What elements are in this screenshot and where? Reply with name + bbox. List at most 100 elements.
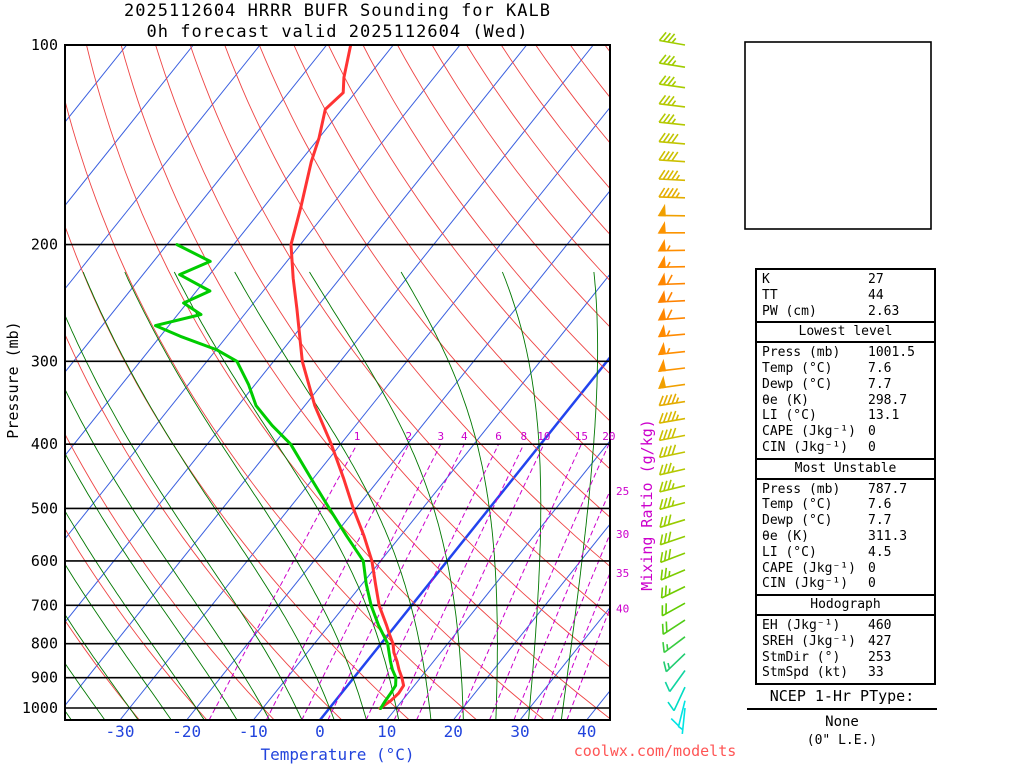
dry-adiabat-line: [431, 45, 610, 282]
wind-barb: [657, 221, 685, 234]
isotherm-line: [65, 45, 328, 373]
mixing-ratio-label: 6: [495, 430, 502, 443]
wind-barb: [659, 496, 686, 511]
wind-barb-feather: [666, 151, 675, 161]
wind-barb: [659, 531, 686, 546]
stat-label: CIN (Jkg⁻¹): [762, 439, 849, 455]
temperature-tick-label: 20: [444, 722, 463, 741]
stat-value: 0: [868, 560, 876, 576]
wind-barb: [657, 342, 686, 356]
dry-adiabat-line: [397, 45, 610, 328]
dry-adiabat-line: [500, 45, 610, 190]
stat-value: 7.6: [868, 360, 892, 376]
pressure-tick-label: 800: [31, 635, 58, 653]
stats-section-title: Most Unstable: [757, 457, 934, 480]
wind-barb-flag: [657, 290, 666, 303]
hodograph-frame: [744, 41, 932, 230]
wind-barb-feather: [662, 412, 668, 423]
wind-barb: [658, 75, 686, 89]
pressure-tick-label: 100: [31, 36, 58, 54]
stats-section-title: Hodograph: [757, 594, 934, 616]
mixing-ratio-line: [393, 443, 525, 720]
wind-barb-half: [671, 500, 675, 507]
mixing-ratio-label: 8: [520, 430, 527, 443]
wind-barb: [677, 707, 686, 734]
stat-label: K: [762, 272, 770, 287]
stat-label: StmSpd (kt): [762, 665, 849, 681]
temperature-tick-label: -30: [106, 722, 135, 741]
profile-traces: [154, 45, 406, 710]
mixing-ratio-line: [533, 532, 610, 720]
stat-label: TT: [762, 287, 778, 303]
wind-barb-feather: [662, 151, 670, 161]
stat-label: PW (cm): [762, 303, 817, 319]
temperature-tick-label: 0: [315, 722, 325, 741]
stat-value: 298.7: [868, 392, 908, 408]
wind-barb-feather: [662, 113, 671, 124]
wind-barb: [661, 619, 686, 635]
wind-barb-feather: [662, 642, 665, 653]
wind-barb-half: [671, 60, 677, 66]
mixing-ratio-line: [489, 443, 610, 720]
wind-barb-feather: [667, 411, 673, 422]
stat-value: 4.5: [868, 544, 892, 560]
stat-value: 253: [868, 649, 892, 665]
wind-barb-feather: [663, 550, 668, 562]
wind-barb-feather: [671, 393, 677, 404]
stat-label: CAPE (Jkg⁻¹): [762, 560, 856, 576]
stats-row: Temp (°C) 7.6: [757, 361, 934, 377]
wind-barb: [657, 255, 686, 269]
wind-barb-staff: [659, 518, 686, 529]
wind-barb-feather: [663, 497, 668, 509]
wind-barb-feather: [667, 514, 672, 525]
wind-barb-feather: [663, 480, 668, 492]
wind-barb: [658, 113, 686, 126]
isotherm-line: [386, 440, 610, 720]
wind-barb-feather: [667, 114, 675, 124]
stat-value: 427: [868, 633, 892, 649]
wind-barb-feather: [671, 410, 677, 422]
wind-barb-feather: [670, 718, 680, 727]
stat-value: 7.7: [868, 513, 892, 529]
wind-barb-flag: [657, 203, 666, 217]
stat-label: Press (mb): [762, 481, 841, 497]
dry-adiabat-line: [65, 333, 343, 720]
wind-barb: [658, 54, 686, 68]
wind-barb-feather: [664, 567, 668, 579]
wind-barb-flag: [657, 221, 666, 234]
wind-barb-feather: [666, 291, 673, 302]
stat-value: 0: [868, 424, 876, 440]
wind-barb-feather: [671, 187, 679, 198]
page-subtitle: 0h forecast valid 2025112604 (Wed): [146, 22, 529, 42]
moist-adiabat-line: [560, 271, 599, 720]
stats-row: CAPE (Jkg⁻¹) 0: [757, 424, 934, 440]
wind-barb-feather: [667, 445, 672, 456]
freezing-isotherm-line: [319, 355, 610, 720]
ptype-block: NCEP 1-Hr PType: None (0" L.E.): [747, 687, 937, 748]
hodograph-border: [744, 41, 932, 230]
dry-adiabat-line: [466, 45, 610, 236]
wind-barb-half: [675, 397, 680, 404]
wind-barb: [659, 548, 686, 564]
wind-barb-half: [675, 174, 681, 181]
wind-barb-feather: [662, 187, 670, 198]
stats-section-title: Lowest level: [757, 321, 934, 344]
mixing-ratio-label: 30: [616, 528, 629, 541]
wind-barb-feather: [663, 446, 668, 457]
isotherm-line: [65, 45, 594, 707]
stat-value: 44: [868, 287, 884, 303]
stat-label: Dewp (°C): [762, 513, 833, 529]
wind-barb-staff: [660, 552, 686, 564]
stats-row: Press (mb) 1001.5: [757, 345, 934, 361]
wind-barb: [664, 670, 686, 693]
isotherm-line: [452, 523, 610, 720]
stats-row: Dewp (°C) 7.7: [757, 513, 934, 529]
wind-barb: [660, 585, 686, 599]
stats-row: K 27: [757, 272, 934, 288]
wind-barb: [658, 169, 686, 182]
wind-barb-feather: [671, 133, 679, 144]
temperature-trace: [289, 45, 406, 710]
wind-barb: [658, 94, 686, 108]
